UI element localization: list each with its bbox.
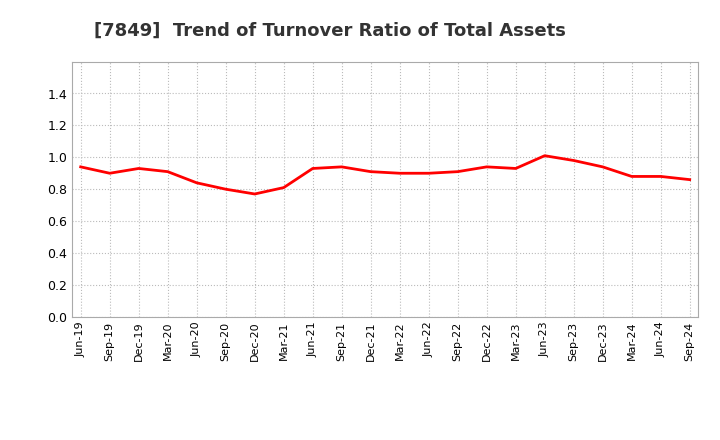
Text: [7849]  Trend of Turnover Ratio of Total Assets: [7849] Trend of Turnover Ratio of Total …: [94, 22, 565, 40]
